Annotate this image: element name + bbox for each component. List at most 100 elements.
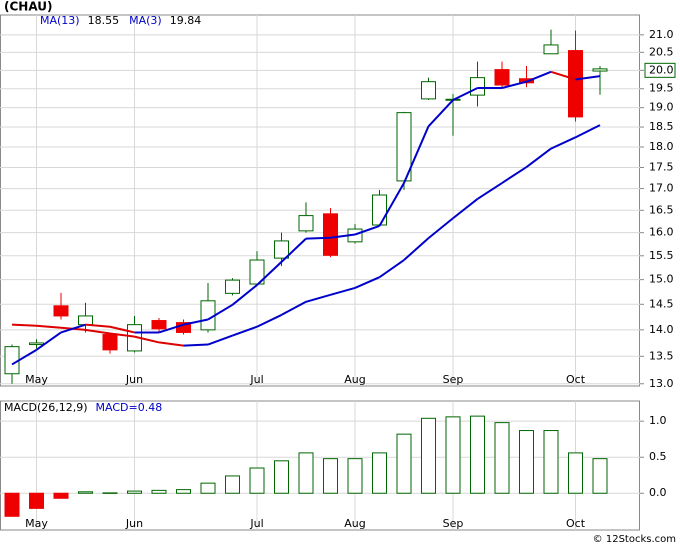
y-tick-label: 18.5 xyxy=(649,120,674,133)
y-tick-label: 19.5 xyxy=(649,82,674,95)
y-tick-label: 0.0 xyxy=(649,486,667,499)
ma-line xyxy=(452,87,478,101)
macd-bar xyxy=(568,452,583,494)
candle-body xyxy=(470,77,485,96)
panel-frame xyxy=(0,400,640,531)
ma-line xyxy=(11,348,38,366)
macd-bar xyxy=(519,430,534,494)
ma-line xyxy=(378,182,405,227)
x-tick-label: Sep xyxy=(443,373,464,386)
macd-bar xyxy=(200,482,216,494)
y-tick-label: 0.5 xyxy=(649,450,667,463)
y-tick-label: 13.5 xyxy=(649,349,674,362)
macd-bar xyxy=(470,415,485,494)
ma-line xyxy=(109,332,135,338)
legend: MACD(26,12,9) MACD=0.48 xyxy=(4,401,162,414)
legend-value: 18.55 xyxy=(88,14,120,27)
ma-line xyxy=(60,323,86,334)
x-tick-label: May xyxy=(25,517,48,530)
ma-line xyxy=(158,323,184,334)
chart-title: (CHAU) xyxy=(4,0,52,14)
macd-bar xyxy=(53,492,69,499)
candle-body xyxy=(494,69,510,86)
candle-body xyxy=(200,300,216,331)
ma-line xyxy=(550,136,576,150)
x-tick-label: May xyxy=(25,373,48,386)
ma-line xyxy=(575,124,601,139)
ma-line xyxy=(330,286,356,296)
ma-line xyxy=(183,343,209,347)
macd-bar xyxy=(445,416,461,494)
y-tick-label: 19.0 xyxy=(649,101,674,114)
ma-line xyxy=(305,236,331,240)
legend-value: 19.84 xyxy=(170,14,202,27)
ma-line xyxy=(256,314,282,328)
legend-name: MACD(26,12,9) xyxy=(4,401,88,414)
candle-body xyxy=(372,194,387,226)
ma-line xyxy=(85,328,111,335)
macd-bar xyxy=(151,489,167,494)
candle-body xyxy=(592,68,608,72)
panel-frame xyxy=(0,14,640,387)
ma-line xyxy=(501,166,528,184)
y-tick-label: 15.0 xyxy=(649,273,674,286)
macd-bar xyxy=(225,475,240,494)
x-tick-label: Sep xyxy=(443,517,464,530)
ma-line xyxy=(109,325,135,334)
ma-line xyxy=(207,334,233,346)
ma-line xyxy=(231,284,258,306)
y-tick-label: 13.0 xyxy=(649,377,674,390)
y-tick-label: 14.0 xyxy=(649,323,674,336)
ma-line xyxy=(183,318,209,326)
candle-body xyxy=(421,81,436,100)
y-tick-label: 21.0 xyxy=(649,28,674,41)
candle-body xyxy=(29,342,44,346)
y-tick-label: 18.0 xyxy=(649,140,674,153)
ma-line xyxy=(330,233,356,239)
macd-bar xyxy=(298,452,314,494)
macd-bar xyxy=(347,458,363,494)
legend-value: 0.48 xyxy=(138,401,163,414)
y-tick-label: 17.5 xyxy=(649,160,674,173)
candle-body xyxy=(225,279,240,294)
ma-line xyxy=(403,125,430,184)
last-price-label: 20.0 xyxy=(649,63,674,76)
ma-line xyxy=(525,147,552,168)
y-tick-label: 16.0 xyxy=(649,226,674,239)
ma-line xyxy=(134,335,160,344)
candle-body xyxy=(102,334,118,351)
y-tick-label: 14.5 xyxy=(649,297,674,310)
ma-line xyxy=(207,303,234,321)
macd-bar xyxy=(102,492,118,494)
ma-line xyxy=(575,75,601,81)
x-tick-label: Jun xyxy=(125,517,143,530)
x-tick-label: Oct xyxy=(566,517,586,530)
ma-line xyxy=(11,323,37,327)
macd-bar xyxy=(127,490,142,494)
ma-line xyxy=(36,324,62,329)
footer: © 12Stocks.com xyxy=(593,534,676,545)
x-tick-label: Jul xyxy=(249,517,263,530)
ma-line xyxy=(550,70,576,81)
ma-line xyxy=(378,259,405,279)
ma-line xyxy=(354,276,380,289)
ma-line xyxy=(354,224,380,236)
legend-name: MACD= xyxy=(96,401,138,414)
x-tick-label: Aug xyxy=(344,373,365,386)
ma-line xyxy=(403,237,430,261)
ma-line xyxy=(427,217,454,239)
macd-bar xyxy=(176,489,191,494)
legend: MA(13) 18.55 MA(3) 19.84 xyxy=(40,14,201,27)
ma-line xyxy=(256,261,283,286)
candle-body xyxy=(543,44,559,55)
candle-body xyxy=(53,305,69,317)
ma-line xyxy=(476,182,503,200)
candle-body xyxy=(323,213,338,256)
ma-line xyxy=(526,70,552,83)
ma-line xyxy=(281,300,307,316)
macd-bar xyxy=(396,433,412,494)
macd-bar xyxy=(372,452,387,494)
candle-body xyxy=(78,315,93,326)
ma-line xyxy=(280,237,307,263)
